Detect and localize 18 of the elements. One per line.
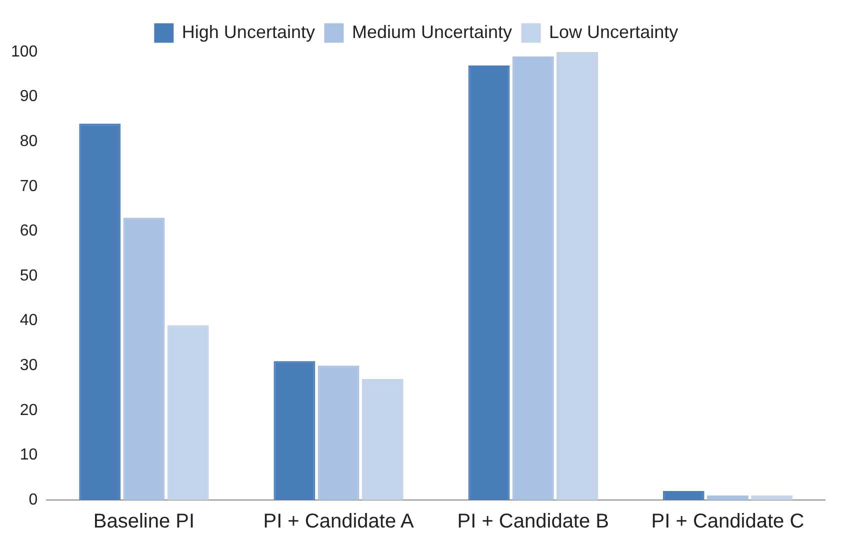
y-tick-label: 50 [20, 267, 38, 284]
y-tick-label: 20 [20, 402, 38, 419]
y-tick-label: 100 [10, 43, 38, 60]
legend-label: High Uncertainty [182, 22, 315, 42]
legend-label: Medium Uncertainty [352, 22, 512, 42]
x-tick-label: Baseline PI [93, 510, 195, 533]
legend-label: Low Uncertainty [549, 22, 678, 42]
y-tick-label: 80 [20, 133, 38, 150]
x-tick-label: PI + Candidate B [457, 510, 610, 533]
x-tick-label: PI + Candidate C [651, 510, 804, 533]
y-tick-label: 10 [20, 446, 38, 464]
y-tick-label: 70 [20, 178, 38, 195]
x-tick-label: PI + Candidate A [263, 510, 415, 533]
y-tick-label: 90 [20, 88, 38, 106]
y-tick-label: 0 [28, 491, 38, 508]
y-tick-label: 40 [20, 312, 38, 330]
y-tick-label: 30 [20, 357, 38, 374]
y-tick-label: 60 [20, 222, 38, 240]
